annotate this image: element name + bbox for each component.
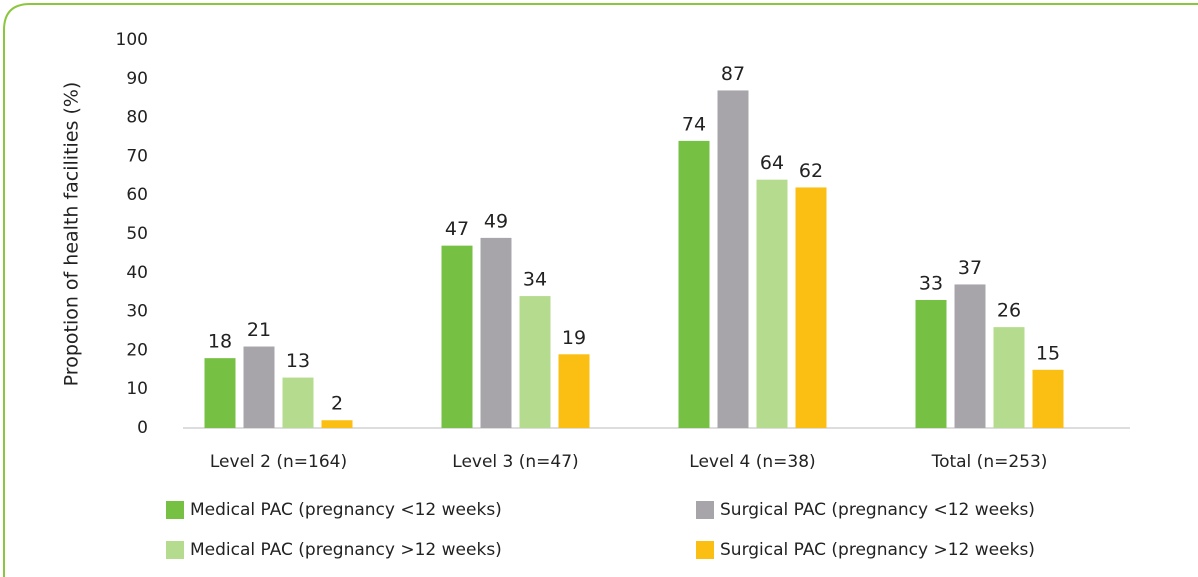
legend-swatch [696,541,714,559]
bar [243,346,275,428]
y-tick-label: 90 [126,69,148,89]
data-label: 49 [484,210,508,232]
y-tick-label: 60 [126,185,148,205]
legend-swatch [166,541,184,559]
y-tick-label: 100 [116,30,148,50]
y-axis-label: Propotion of health facilities (%) [61,82,83,387]
data-label: 62 [799,160,823,182]
bar [717,90,749,428]
data-label: 33 [919,272,943,294]
legend-swatch [166,501,184,519]
bar [321,420,353,428]
data-label: 47 [445,218,469,240]
data-label: 19 [562,327,586,349]
bar [915,299,947,428]
y-tick-label: 40 [126,263,148,283]
y-tick-label: 50 [126,224,148,244]
data-label: 74 [682,113,706,135]
bar [678,140,710,428]
y-tick-label: 30 [126,302,148,322]
frame [3,3,1198,577]
x-tick-label: Level 2 (n=164) [210,452,347,472]
data-label: 26 [997,300,1021,322]
legend-label: Surgical PAC (pregnancy >12 weeks) [720,540,1035,560]
bar [519,296,551,428]
data-label: 15 [1036,342,1060,364]
y-tick-label: 80 [126,108,148,128]
bar [204,358,236,428]
bar [1032,369,1064,428]
data-label: 37 [958,257,982,279]
y-tick-label: 20 [126,340,148,360]
y-tick-label: 10 [126,379,148,399]
y-tick-label: 0 [137,418,148,438]
bar [558,354,590,428]
data-label: 13 [286,350,310,372]
legend-label: Surgical PAC (pregnancy <12 weeks) [720,500,1035,520]
legend-swatch [696,501,714,519]
y-tick-label: 70 [126,146,148,166]
bar [282,377,314,428]
bar [795,187,827,428]
data-label: 87 [721,63,745,85]
data-label: 21 [247,319,271,341]
x-tick-label: Level 4 (n=38) [689,452,815,472]
legend-label: Medical PAC (pregnancy >12 weeks) [190,540,502,560]
bar [480,237,512,428]
bar [756,179,788,428]
legend-label: Medical PAC (pregnancy <12 weeks) [190,500,502,520]
x-tick-label: Total (n=253) [931,452,1048,472]
x-tick-label: Level 3 (n=47) [452,452,578,472]
bar [954,284,986,428]
data-label: 64 [760,152,784,174]
bar [441,245,473,428]
data-label: 2 [331,393,343,415]
data-label: 18 [208,331,232,353]
bar [993,327,1025,428]
data-label: 34 [523,269,547,291]
